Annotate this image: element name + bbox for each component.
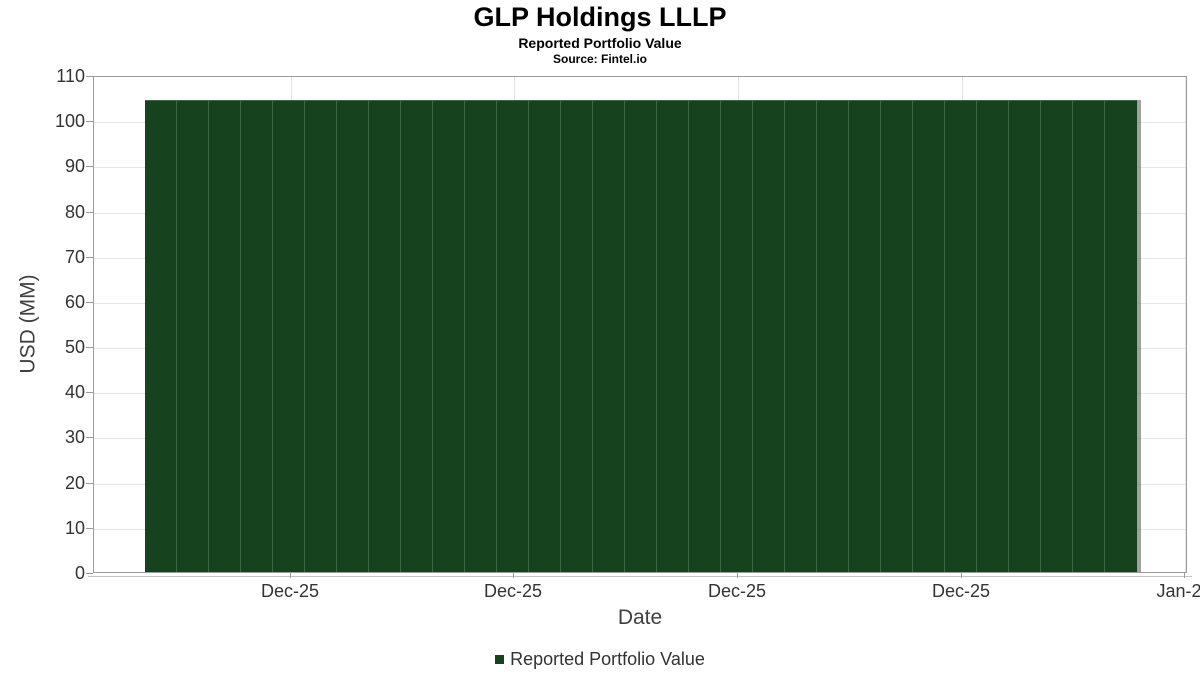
chart-title: GLP Holdings LLLP: [473, 2, 727, 32]
y-tick-mark: [86, 392, 93, 393]
y-tick-mark: [86, 573, 93, 574]
bar[interactable]: [591, 100, 625, 572]
y-tick-mark: [86, 166, 93, 167]
bar[interactable]: [816, 100, 849, 572]
bar[interactable]: [271, 100, 304, 572]
y-tick-label: 110: [56, 66, 85, 86]
x-tick-mark: [1184, 573, 1185, 578]
bar[interactable]: [720, 100, 753, 572]
y-tick-label: 100: [54, 111, 85, 131]
bar[interactable]: [431, 100, 464, 572]
chart-subtitle: Reported Portfolio Value: [518, 35, 682, 51]
bar[interactable]: [1072, 100, 1105, 572]
x-tick-mark: [737, 573, 738, 578]
y-tick-mark: [86, 121, 93, 122]
y-tick-label: 90: [64, 156, 85, 176]
bar[interactable]: [656, 100, 689, 572]
bar[interactable]: [1104, 100, 1137, 572]
bar[interactable]: [367, 100, 400, 572]
legend-swatch-icon: [495, 654, 505, 664]
bar[interactable]: [207, 100, 240, 572]
bar[interactable]: [880, 100, 913, 572]
bar[interactable]: [944, 100, 977, 572]
y-tick-label: 10: [64, 518, 85, 538]
x-tick-label: Dec-25: [260, 581, 320, 601]
y-tick-mark: [86, 257, 93, 258]
y-tick-label: 50: [64, 337, 85, 357]
bar[interactable]: [1008, 100, 1041, 572]
bar[interactable]: [303, 100, 336, 572]
x-tick-label: Dec-25: [707, 581, 767, 601]
y-tick-label: 20: [64, 473, 85, 493]
y-tick-label: 40: [64, 382, 85, 402]
bar[interactable]: [1040, 100, 1073, 572]
bar[interactable]: [495, 100, 528, 572]
plot-area: [93, 76, 1187, 573]
bar[interactable]: [784, 100, 817, 572]
bar[interactable]: [175, 100, 208, 572]
legend-label: Reported Portfolio Value: [510, 648, 705, 669]
y-tick-mark: [86, 212, 93, 213]
y-tick-mark: [86, 528, 93, 529]
y-tick-label: 0: [74, 563, 85, 583]
y-tick-mark: [86, 76, 93, 77]
chart-source: Source: Fintel.io: [552, 52, 647, 66]
x-tick-label: Dec-25: [483, 581, 543, 601]
x-tick-label: Dec-25: [931, 581, 991, 601]
bar[interactable]: [752, 100, 785, 572]
v-gridline: [1185, 77, 1186, 572]
y-tick-label: 60: [64, 292, 85, 312]
bar[interactable]: [399, 100, 432, 572]
x-tick-mark: [513, 573, 514, 578]
bar[interactable]: [527, 100, 560, 572]
bar[interactable]: [624, 100, 657, 572]
x-tick-mark: [290, 573, 291, 578]
bar[interactable]: [144, 100, 176, 572]
bar[interactable]: [335, 100, 368, 572]
y-tick-label: 70: [64, 247, 85, 267]
legend-item-reported-portfolio-value[interactable]: Reported Portfolio Value: [0, 646, 1200, 672]
bar[interactable]: [688, 100, 721, 572]
bar[interactable]: [912, 100, 945, 572]
y-tick-mark: [86, 302, 93, 303]
bar[interactable]: [976, 100, 1009, 572]
bar[interactable]: [463, 100, 496, 572]
bar[interactable]: [848, 100, 881, 572]
y-tick-label: 30: [64, 427, 85, 447]
bar-series: [144, 77, 1141, 572]
x-tick-mark: [961, 573, 962, 578]
y-tick-mark: [86, 483, 93, 484]
y-axis-title: USD (MM): [16, 274, 40, 374]
x-tick-label: Jan-26: [1156, 581, 1200, 601]
x-axis-title: Date: [617, 606, 663, 629]
bar[interactable]: [239, 100, 272, 572]
y-tick-mark: [86, 437, 93, 438]
bar[interactable]: [559, 100, 592, 572]
y-tick-label: 80: [64, 202, 85, 222]
x-axis-line: [88, 576, 1192, 577]
y-tick-mark: [86, 347, 93, 348]
bar-series-shadow: [1136, 100, 1141, 572]
